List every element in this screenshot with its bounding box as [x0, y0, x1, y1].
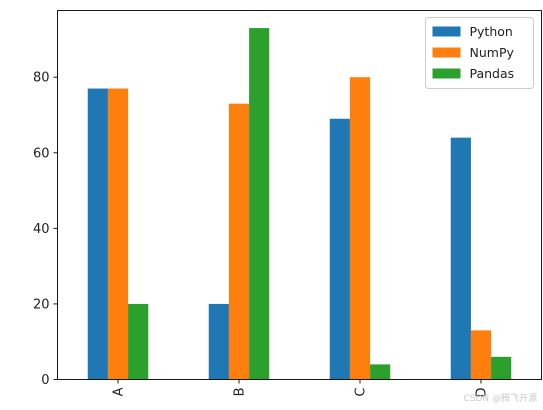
bar-numpy-c [349, 77, 371, 380]
x-tick-label: C [354, 388, 369, 397]
legend-swatch-pandas [432, 68, 461, 79]
x-tick-label: D [475, 388, 490, 398]
plot-frame [57, 10, 542, 380]
bar-pandas-a [128, 303, 149, 380]
bar-pandas-b [249, 28, 270, 380]
x-tick-label: B [233, 388, 248, 397]
legend-label-numpy: NumPy [470, 45, 515, 60]
y-tick-label: 0 [41, 373, 49, 388]
x-axis-ticks: A B C D [112, 379, 490, 398]
bar-python-b [208, 303, 229, 380]
y-tick-label: 60 [33, 146, 50, 161]
legend-swatch-numpy [432, 47, 461, 58]
bar-python-a [87, 88, 108, 380]
legend: Python NumPy Pandas [425, 17, 534, 89]
bar-python-c [329, 118, 350, 380]
bar-numpy-d [470, 330, 492, 380]
legend-swatch-python [432, 26, 461, 37]
bar-pandas-d [491, 356, 512, 380]
y-tick-label: 80 [33, 71, 50, 86]
legend-label-python: Python [470, 24, 513, 39]
bar-numpy-a [107, 88, 129, 380]
bar-pandas-c [370, 364, 391, 380]
watermark: CSDN @腾飞开源 [463, 394, 537, 404]
y-tick-label: 40 [33, 222, 50, 237]
y-tick-label: 20 [33, 297, 50, 312]
bars-layer [87, 28, 512, 380]
x-tick-label: A [112, 387, 127, 396]
y-axis-ticks: 0 20 40 60 80 [33, 71, 58, 388]
bar-numpy-b [228, 103, 250, 380]
bar-python-d [450, 137, 471, 380]
legend-label-pandas: Pandas [470, 66, 515, 81]
